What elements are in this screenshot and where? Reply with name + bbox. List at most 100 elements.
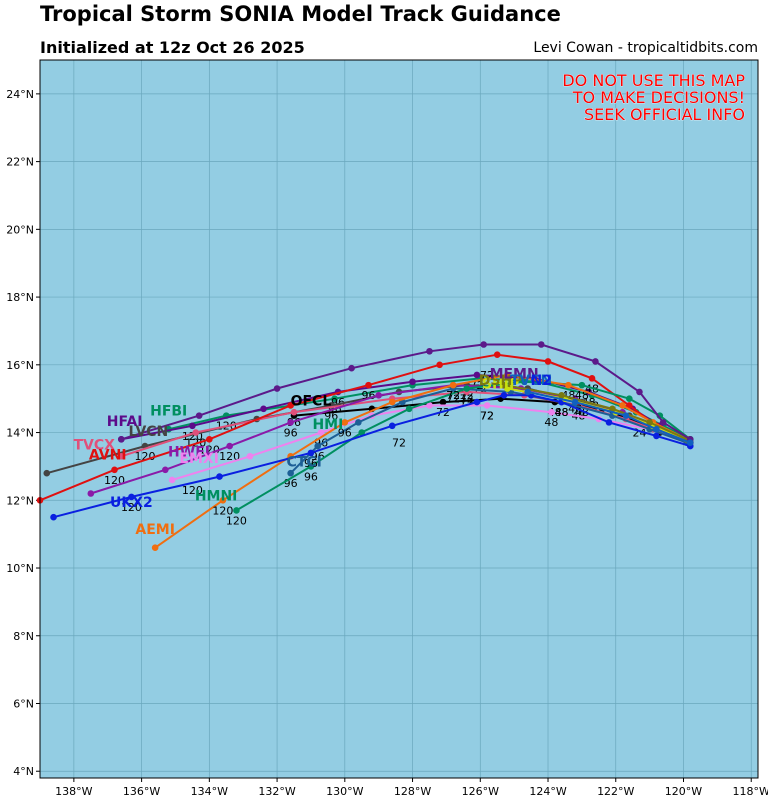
track-point-hwfi — [287, 419, 294, 426]
tick-label-lon: 122°W — [597, 785, 634, 798]
track-point-dshp — [646, 419, 653, 426]
track-point-hmni — [233, 507, 240, 514]
track-point-hmni — [578, 381, 586, 389]
track-point-emxi — [246, 452, 254, 460]
track-line-hmni — [235, 380, 691, 512]
model-label-avni: AVNI — [89, 448, 127, 464]
model-label-ukx2: UKX2 — [110, 495, 153, 511]
model-label-lvcn: LVCN — [128, 424, 168, 440]
warning-line: DO NOT USE THIS MAP — [562, 71, 745, 90]
model-label-emxi: EMXI — [179, 451, 219, 467]
track-point-tvcn — [571, 398, 579, 406]
track-point-hfai — [409, 378, 416, 386]
track-point-memn — [426, 347, 433, 355]
track-point-tvcn — [622, 412, 630, 419]
tick-label-lon: 120°W — [665, 785, 702, 798]
track-point-hwfi — [226, 442, 233, 450]
tick-label-lat: 22°N — [6, 156, 34, 169]
track-point-ctci — [355, 419, 362, 426]
forecast-hour-label: 72 — [446, 393, 460, 406]
forecast-hour-label: 120 — [134, 450, 155, 463]
model-label-hmi: HMI — [312, 417, 343, 433]
track-point-hmni — [405, 405, 413, 413]
tick-label-lat: 4°N — [13, 765, 34, 778]
track-point-emxi — [317, 429, 325, 436]
forecast-hour-label: 96 — [338, 426, 352, 439]
track-point-ukx2 — [307, 449, 315, 457]
tick-label-lat: 20°N — [6, 223, 34, 236]
tick-label-lat: 14°N — [6, 427, 34, 440]
track-line-tvcx — [120, 390, 688, 458]
tick-label-lat: 12°N — [6, 494, 34, 507]
model-label-aemi: AEMI — [135, 522, 175, 538]
model-label-hmni: HMNI — [195, 488, 238, 504]
tick-label-lon: 124°W — [529, 785, 566, 798]
track-point-hfbi — [331, 395, 338, 402]
track-line-avni — [39, 353, 691, 502]
model-label-hfbi: HFBI — [150, 404, 187, 420]
track-point-hmni — [463, 385, 471, 392]
tick-label-lon: 128°W — [394, 785, 431, 798]
tick-label-lon: 136°W — [123, 785, 160, 798]
tick-label-lat: 10°N — [6, 562, 34, 575]
credit-text: Levi Cowan - tropicaltidbits.com — [533, 40, 758, 56]
model-label-ship: SHIP — [482, 377, 519, 393]
track-point-dshp — [500, 381, 508, 389]
model-label-dshp: DSHP — [479, 373, 523, 389]
track-point-avni — [365, 381, 372, 389]
track-point-ukx2 — [216, 473, 223, 480]
model-label-tvcx: TVCX — [73, 437, 115, 453]
tick-label-lon: 134°W — [191, 785, 228, 798]
track-point-memn — [592, 358, 599, 365]
forecast-hour-label: 96 — [284, 426, 298, 439]
track-point-ctci — [314, 442, 322, 450]
forecast-hour-label: 96 — [304, 470, 318, 483]
track-point-memn — [117, 436, 125, 443]
tick-label-lon: 132°W — [258, 785, 295, 798]
track-point-aemi — [219, 496, 227, 504]
track-point-ukx2 — [50, 513, 57, 521]
track-point-dshp — [558, 391, 565, 399]
track-point-avni — [111, 466, 118, 474]
model-label-n2: N2 — [531, 373, 552, 389]
tick-label-lat: 8°N — [13, 630, 34, 643]
track-point-memn — [659, 419, 667, 426]
track-point-ukx2 — [653, 432, 660, 440]
track-point-tvcx — [192, 429, 200, 436]
track-point-hmni — [521, 378, 528, 386]
track-point-ukx2 — [128, 493, 135, 501]
forecast-hour-label: 120 — [212, 504, 233, 517]
track-point-tvcn — [653, 425, 660, 433]
track-point-tvcx — [290, 408, 298, 416]
forecast-hour-label: 96 — [304, 457, 318, 470]
track-point-memn — [195, 412, 203, 419]
track-point-avni — [436, 361, 443, 369]
track-point-tvcn — [524, 388, 531, 396]
track-line-ukx2 — [53, 394, 691, 519]
track-point-emxi — [483, 402, 491, 409]
forecast-hour-label: 120 — [182, 484, 203, 497]
track-point-emxi — [168, 476, 176, 484]
model-label-tvcn: TVCN — [510, 373, 552, 389]
forecast-hour-label: 120 — [199, 443, 220, 456]
track-line-emxi — [171, 404, 688, 481]
track-point-avni — [626, 402, 633, 409]
track-point-emxi — [548, 408, 555, 416]
track-point-ukx2 — [500, 391, 508, 399]
track-point-ukx2 — [388, 422, 396, 430]
forecast-hour-label: 120 — [226, 514, 247, 527]
page-subtitle: Initialized at 12z Oct 26 2025 — [40, 38, 305, 57]
forecast-hour-label: 120 — [219, 450, 240, 463]
forecast-hour-label: 72 — [446, 389, 460, 402]
track-point-ctci — [287, 469, 294, 477]
track-point-aemi — [151, 544, 159, 551]
track-point-avni — [544, 358, 552, 365]
track-point-aemi — [449, 381, 457, 389]
track-point-aemi — [504, 371, 511, 379]
track-point-aemi — [565, 381, 572, 389]
track-point-memn — [273, 385, 281, 392]
warning-line: SEEK OFFICIAL INFO — [584, 105, 745, 124]
track-point-memn — [537, 341, 545, 348]
forecast-hour-label: 72 — [480, 409, 494, 422]
forecast-hour-label: 72 — [480, 409, 494, 422]
